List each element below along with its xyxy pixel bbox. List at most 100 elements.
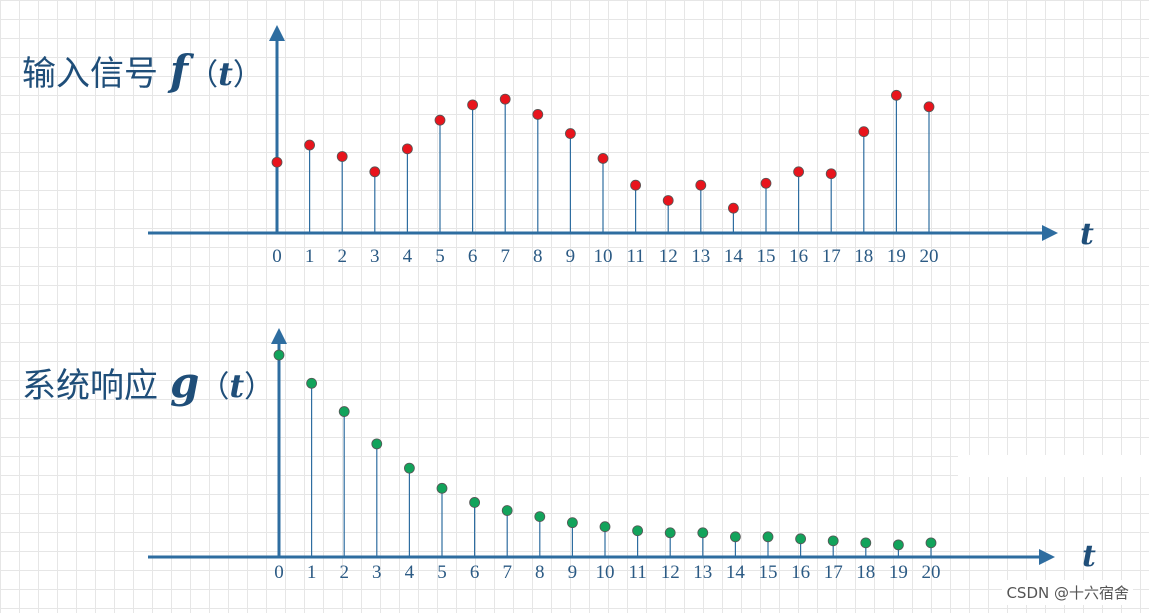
input-tick-label: 5 <box>435 246 445 267</box>
response-marker <box>371 438 383 450</box>
input-marker <box>434 114 446 126</box>
input-tick-label: 12 <box>659 246 678 267</box>
input-tick-label: 18 <box>854 246 873 267</box>
response-marker <box>273 349 285 361</box>
response-marker <box>860 537 872 549</box>
input-marker <box>401 143 413 155</box>
input-title-cn: 输入信号 <box>22 54 158 94</box>
input-marker <box>793 166 804 178</box>
response-y-axis-arrow <box>271 328 287 344</box>
input-tick-label: 13 <box>691 246 710 267</box>
response-marker <box>893 539 904 551</box>
response-marker <box>632 525 643 537</box>
response-tick-label: 0 <box>274 562 284 583</box>
response-marker <box>403 462 415 474</box>
input-tick-label: 19 <box>887 246 906 267</box>
response-marker <box>501 505 513 516</box>
response-marker <box>534 511 546 522</box>
input-marker <box>304 139 316 151</box>
response-tick-label: 15 <box>759 562 778 583</box>
input-y-axis-arrow <box>269 25 285 41</box>
response-tick-label: 2 <box>339 562 349 583</box>
watermark: CSDN @十六宿舍 <box>1002 580 1133 605</box>
input-marker <box>336 151 348 162</box>
response-tick-label: 6 <box>470 562 480 583</box>
input-tick-label: 1 <box>305 246 315 267</box>
response-marker <box>469 497 481 508</box>
response-marker <box>795 533 806 545</box>
input-tick-label: 15 <box>757 246 776 267</box>
response-tick-label: 5 <box>437 562 447 583</box>
response-tick-label: 13 <box>693 562 712 583</box>
input-tick-label: 7 <box>500 246 510 267</box>
input-marker <box>467 99 479 111</box>
response-tick-label: 3 <box>372 562 382 583</box>
response-marker <box>827 535 839 547</box>
response-tick-label: 4 <box>405 562 415 583</box>
response-chart-title: 系统响应 g（t） <box>22 358 274 407</box>
input-title-close: ） <box>233 58 263 93</box>
input-marker <box>695 179 707 191</box>
input-x-axis-arrow <box>1042 225 1058 241</box>
response-tick-label: 19 <box>889 562 908 583</box>
response-tick-label: 7 <box>502 562 512 583</box>
input-marker <box>597 153 609 164</box>
input-tick-label: 20 <box>920 246 939 267</box>
response-tick-label: 17 <box>824 562 843 583</box>
response-tick-label: 14 <box>726 562 746 583</box>
input-marker <box>630 179 641 191</box>
response-x-axis-arrow <box>1039 549 1055 565</box>
response-marker <box>306 377 318 389</box>
input-marker <box>858 126 870 138</box>
background-patch <box>958 455 1149 477</box>
response-tick-label: 8 <box>535 562 545 583</box>
input-marker <box>891 89 902 101</box>
response-tick-label: 20 <box>922 562 941 583</box>
response-tick-label: 11 <box>628 562 646 583</box>
input-tick-label: 2 <box>337 246 347 267</box>
response-marker <box>599 521 611 533</box>
input-tick-label: 17 <box>822 246 841 267</box>
input-tick-label: 11 <box>626 246 644 267</box>
input-marker <box>923 101 935 113</box>
input-tick-label: 6 <box>468 246 478 267</box>
input-marker <box>728 202 739 214</box>
response-tick-label: 18 <box>856 562 875 583</box>
input-marker <box>369 166 381 178</box>
input-marker <box>825 168 837 180</box>
response-marker <box>436 482 448 494</box>
response-tick-label: 12 <box>661 562 680 583</box>
response-title-cn: 系统响应 <box>22 366 158 406</box>
input-marker <box>662 195 674 206</box>
input-tick-label: 4 <box>403 246 413 267</box>
response-marker <box>697 527 709 539</box>
response-tick-label: 16 <box>791 562 810 583</box>
input-tick-label: 8 <box>533 246 543 267</box>
input-tick-label: 9 <box>566 246 576 267</box>
input-title-open: （ <box>188 58 218 93</box>
response-title-open: （ <box>199 370 229 405</box>
response-marker <box>925 537 937 549</box>
response-marker <box>567 517 578 529</box>
response-marker <box>730 531 741 543</box>
response-tick-label: 10 <box>596 562 615 583</box>
input-tick-label: 10 <box>594 246 613 267</box>
response-marker <box>762 531 774 543</box>
response-x-axis-label: t <box>1082 539 1096 574</box>
response-title-func: g <box>170 358 199 407</box>
input-tick-label: 0 <box>272 246 282 267</box>
input-tick-label: 3 <box>370 246 380 267</box>
input-title-var: t <box>218 55 233 93</box>
response-tick-label: 9 <box>568 562 578 583</box>
input-chart-title: 输入信号 f（t） <box>22 46 263 95</box>
input-marker <box>271 156 283 168</box>
input-tick-label: 16 <box>789 246 808 267</box>
input-x-axis-label: t <box>1080 217 1094 252</box>
input-marker <box>532 109 544 120</box>
input-marker <box>760 177 772 189</box>
response-marker <box>664 527 676 539</box>
input-marker <box>499 93 511 105</box>
response-title-close: ） <box>244 370 274 405</box>
response-title-var: t <box>229 367 244 405</box>
